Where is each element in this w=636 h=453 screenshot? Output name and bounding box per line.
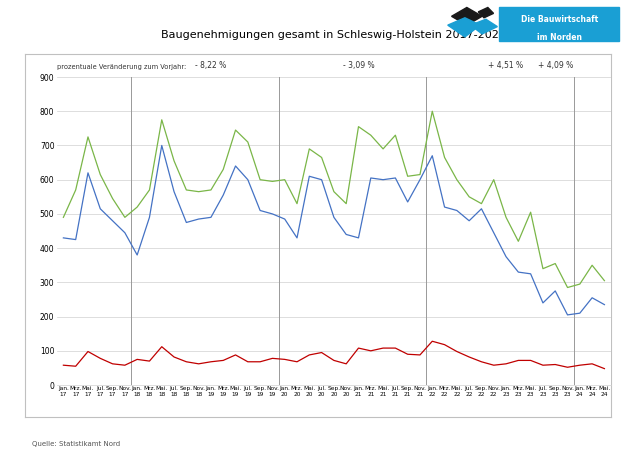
FancyBboxPatch shape (499, 8, 619, 41)
Text: + 4,09 %: + 4,09 % (537, 61, 573, 70)
Text: Die Bauwirtschaft: Die Bauwirtschaft (521, 15, 598, 24)
Text: im Norden: im Norden (537, 33, 582, 42)
Title: Baugenehmigungen gesamt in Schleswig-Holstein 2017-2024: Baugenehmigungen gesamt in Schleswig-Hol… (162, 30, 506, 40)
Text: - 3,09 %: - 3,09 % (343, 61, 375, 70)
Text: + 4,51 %: + 4,51 % (488, 61, 523, 70)
Text: Quelle: Statistikamt Nord: Quelle: Statistikamt Nord (32, 441, 120, 447)
Polygon shape (452, 8, 482, 25)
Polygon shape (478, 8, 494, 18)
Polygon shape (471, 19, 497, 34)
Polygon shape (448, 18, 480, 37)
Text: prozentuale Veränderung zum Vorjahr:: prozentuale Veränderung zum Vorjahr: (57, 64, 186, 70)
Text: - 8,22 %: - 8,22 % (195, 61, 226, 70)
